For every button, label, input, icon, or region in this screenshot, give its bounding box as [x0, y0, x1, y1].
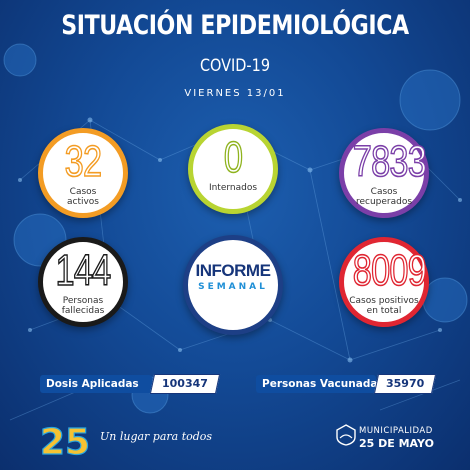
casos-positivos-label-1: Casos positivos — [349, 296, 419, 306]
casos-positivos-circle: 8009 Casos positivos en total — [339, 237, 429, 327]
logo-number: 25 — [40, 422, 90, 460]
casos-activos-label-2: activos — [66, 197, 99, 207]
dosis-aplicadas-value-box: 100347 — [149, 374, 221, 394]
internados-label: Internados — [208, 183, 258, 193]
personas-fallecidas-label-2: fallecidas — [61, 306, 105, 316]
municipality-name: 25 DE MAYO — [359, 437, 434, 450]
casos-recuperados-circle: 7833 Casos recuperados — [339, 128, 429, 218]
internados-value: 0 — [223, 133, 243, 182]
informe-title: INFORME — [195, 261, 271, 280]
casos-activos-circle: 32 Casos activos — [38, 128, 128, 218]
casos-recuperados-value: 7833 — [352, 137, 427, 186]
personas-fallecidas-value: 144 — [55, 246, 112, 295]
casos-activos-value: 32 — [64, 137, 103, 186]
casos-positivos-value: 8009 — [352, 246, 427, 295]
municipality-label: MUNICIPALIDAD — [359, 426, 433, 436]
casos-recuperados-label-1: Casos — [370, 187, 398, 197]
informe-semanal-badge: INFORME SEMANAL — [183, 235, 283, 335]
slogan: Un lugar para todos — [100, 430, 213, 443]
informe-subtitle: SEMANAL — [198, 282, 268, 292]
personas-vacunadas-label: Personas Vacunadas — [256, 375, 384, 393]
casos-recuperados-label-2: recuperados — [355, 197, 413, 207]
aniversario-25-logo: 25 — [40, 421, 91, 460]
casos-positivos-label-2: en total — [366, 306, 402, 316]
personas-vacunadas-value-box: 35970 — [373, 374, 437, 394]
personas-fallecidas-circle: 144 Personas fallecidas — [38, 237, 128, 327]
report-date: VIERNES 13/01 — [184, 88, 286, 99]
internados-circle: 0 Internados — [188, 124, 278, 214]
page-title: SITUACIÓN EPIDEMIOLÓGICA — [61, 10, 409, 41]
casos-activos-label-1: Casos — [69, 187, 97, 197]
municipality-emblem-icon — [336, 424, 356, 446]
personas-vacunadas-value: 35970 — [385, 377, 425, 390]
dosis-aplicadas-label: Dosis Aplicadas — [40, 375, 152, 393]
personas-fallecidas-label-1: Personas — [62, 296, 104, 306]
dosis-aplicadas-value: 100347 — [162, 377, 208, 390]
page-subtitle: COVID-19 — [199, 56, 271, 76]
